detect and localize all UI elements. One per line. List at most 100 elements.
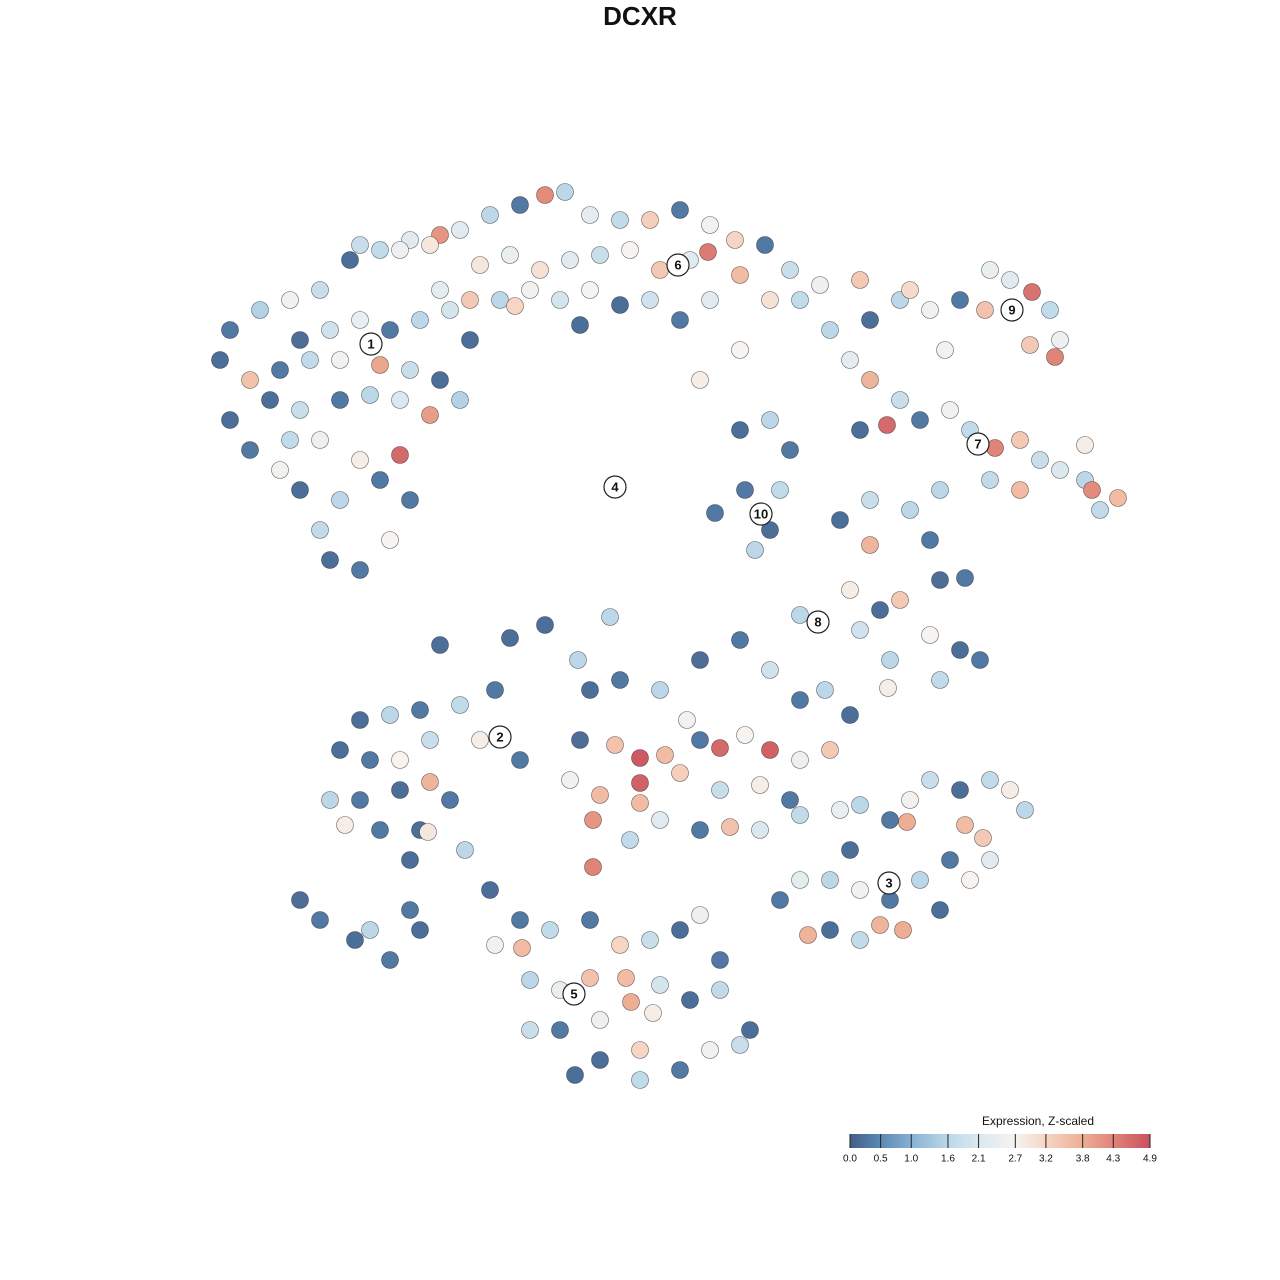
point: [891, 391, 909, 409]
point: [821, 741, 839, 759]
points: [211, 183, 1127, 1089]
point: [506, 297, 524, 315]
point: [361, 921, 379, 939]
cluster-badge: [562, 982, 586, 1006]
cluster-badge: [806, 610, 830, 634]
point: [451, 696, 469, 714]
point: [641, 291, 659, 309]
point: [351, 236, 369, 254]
point: [621, 241, 639, 259]
point: [821, 321, 839, 339]
point: [1011, 431, 1029, 449]
point: [851, 881, 869, 899]
point: [591, 786, 609, 804]
point: [401, 901, 419, 919]
cluster-label: 9: [1008, 302, 1015, 317]
point: [781, 261, 799, 279]
point: [651, 811, 669, 829]
point: [321, 321, 339, 339]
cluster-label: 4: [611, 479, 619, 494]
point: [736, 481, 754, 499]
point: [1051, 461, 1069, 479]
point: [471, 256, 489, 274]
point: [878, 416, 896, 434]
colorbar-tick-label: 3.8: [1076, 1154, 1090, 1165]
point: [631, 749, 649, 767]
point: [841, 581, 859, 599]
point: [671, 311, 689, 329]
colorbar: Expression, Z-scaled 0.0 0.5 1.0 1.6 2.1 2.7 3…: [843, 1114, 1157, 1164]
point: [711, 781, 729, 799]
point: [281, 431, 299, 449]
point: [791, 751, 809, 769]
point: [451, 221, 469, 239]
point: [551, 291, 569, 309]
point: [841, 841, 859, 859]
cluster-badge: [488, 725, 512, 749]
point: [951, 641, 969, 659]
point: [911, 411, 929, 429]
point: [421, 773, 439, 791]
point: [271, 361, 289, 379]
point: [761, 741, 779, 759]
point: [631, 1071, 649, 1089]
point: [291, 891, 309, 909]
point: [931, 571, 949, 589]
point: [581, 281, 599, 299]
point: [536, 186, 554, 204]
point: [611, 671, 629, 689]
point: [771, 891, 789, 909]
point: [699, 243, 717, 261]
point: [921, 626, 939, 644]
point: [391, 446, 409, 464]
point: [951, 291, 969, 309]
point: [631, 794, 649, 812]
point: [391, 751, 409, 769]
point: [656, 746, 674, 764]
point: [611, 211, 629, 229]
point: [691, 731, 709, 749]
point: [611, 936, 629, 954]
cluster-label: 3: [885, 875, 892, 890]
point: [831, 511, 849, 529]
point: [241, 441, 259, 459]
point: [513, 939, 531, 957]
point: [746, 541, 764, 559]
point: [691, 906, 709, 924]
point: [1051, 331, 1069, 349]
point: [881, 651, 899, 669]
colorbar-fill: [850, 1134, 1150, 1148]
point: [641, 211, 659, 229]
point: [711, 739, 729, 757]
point: [911, 871, 929, 889]
point: [617, 969, 635, 987]
point: [581, 681, 599, 699]
point: [291, 481, 309, 499]
chart-title: DCXR: [603, 1, 677, 31]
point: [401, 851, 419, 869]
point: [671, 921, 689, 939]
point: [981, 851, 999, 869]
point: [771, 481, 789, 499]
point: [956, 816, 974, 834]
point: [421, 236, 439, 254]
point: [851, 621, 869, 639]
point: [241, 371, 259, 389]
point: [331, 741, 349, 759]
colorbar-title: Expression, Z-scaled: [982, 1114, 1094, 1128]
point: [1011, 481, 1029, 499]
colorbar-tick-label: 1.0: [904, 1154, 918, 1165]
colorbar-tick-label: 2.1: [972, 1154, 986, 1165]
point: [521, 1021, 539, 1039]
point: [791, 871, 809, 889]
point: [361, 751, 379, 769]
point: [311, 431, 329, 449]
point: [321, 791, 339, 809]
point: [622, 993, 640, 1011]
point: [456, 841, 474, 859]
point: [441, 301, 459, 319]
point: [331, 391, 349, 409]
point: [461, 331, 479, 349]
point: [941, 401, 959, 419]
